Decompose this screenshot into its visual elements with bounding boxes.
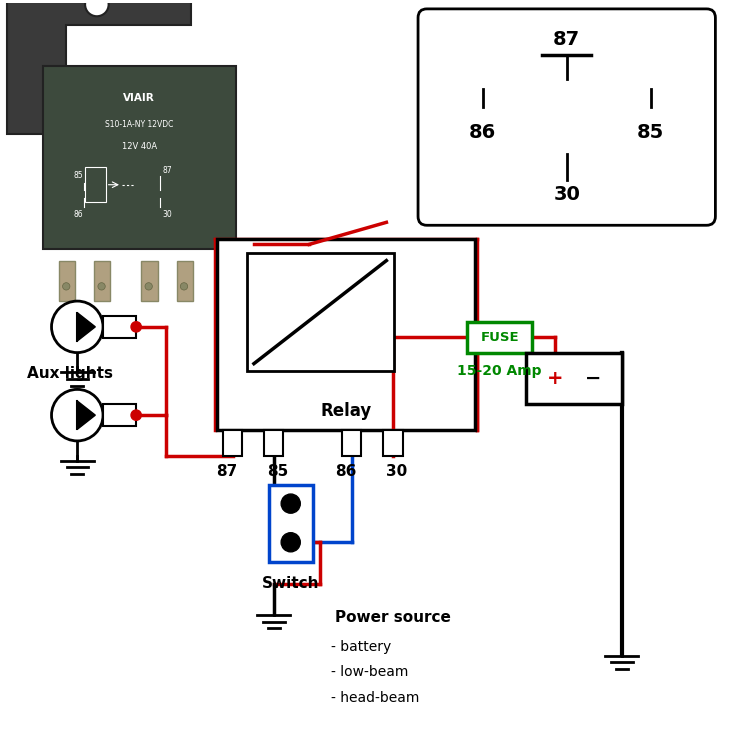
Circle shape (131, 322, 141, 332)
Text: VIAIR: VIAIR (124, 93, 155, 103)
Bar (94, 260, 110, 301)
Circle shape (281, 533, 300, 552)
Bar (526, 352, 622, 404)
Circle shape (85, 0, 109, 16)
Bar (141, 260, 158, 301)
Text: 15-20 Amp: 15-20 Amp (458, 364, 542, 378)
Text: 86: 86 (73, 210, 83, 219)
Text: −: − (585, 369, 601, 388)
Text: Aux lights: Aux lights (27, 366, 113, 381)
Text: - low-beam: - low-beam (331, 666, 408, 680)
Bar (269, 485, 313, 562)
Bar (85, 167, 106, 203)
Text: 87: 87 (553, 30, 580, 49)
Text: - head-beam: - head-beam (331, 691, 420, 705)
Bar (217, 238, 475, 430)
Text: 87: 87 (216, 464, 237, 479)
Bar (103, 404, 136, 426)
Bar (177, 260, 193, 301)
Text: - battery: - battery (331, 640, 392, 654)
Circle shape (63, 283, 70, 290)
Polygon shape (77, 401, 96, 430)
Circle shape (131, 410, 141, 420)
Text: 30: 30 (386, 464, 407, 479)
Bar (383, 430, 403, 456)
Bar (247, 253, 394, 371)
Text: 85: 85 (637, 123, 665, 142)
Circle shape (145, 283, 152, 290)
Text: 12V 40A: 12V 40A (121, 142, 157, 151)
Bar (43, 66, 236, 249)
Polygon shape (7, 0, 191, 134)
Bar (467, 322, 532, 352)
Text: 86: 86 (469, 123, 497, 142)
Bar (342, 430, 361, 456)
FancyBboxPatch shape (418, 9, 715, 226)
Text: FUSE: FUSE (481, 331, 519, 344)
Text: 86: 86 (335, 464, 357, 479)
Text: 87: 87 (163, 166, 172, 175)
Bar (223, 430, 242, 456)
Text: 30: 30 (163, 210, 172, 219)
Bar (264, 430, 283, 456)
Text: 85: 85 (73, 171, 83, 180)
Circle shape (98, 283, 105, 290)
Bar (59, 260, 75, 301)
Text: S10-1A-NY 12VDC: S10-1A-NY 12VDC (105, 120, 174, 129)
Text: Power source: Power source (335, 610, 450, 626)
Bar (103, 316, 136, 338)
Text: Switch: Switch (262, 576, 319, 591)
Text: 85: 85 (267, 464, 288, 479)
Polygon shape (77, 312, 96, 341)
Text: Relay: Relay (320, 402, 372, 421)
Text: +: + (547, 369, 563, 388)
Circle shape (281, 494, 300, 513)
Circle shape (180, 283, 188, 290)
Text: 30: 30 (553, 185, 580, 204)
